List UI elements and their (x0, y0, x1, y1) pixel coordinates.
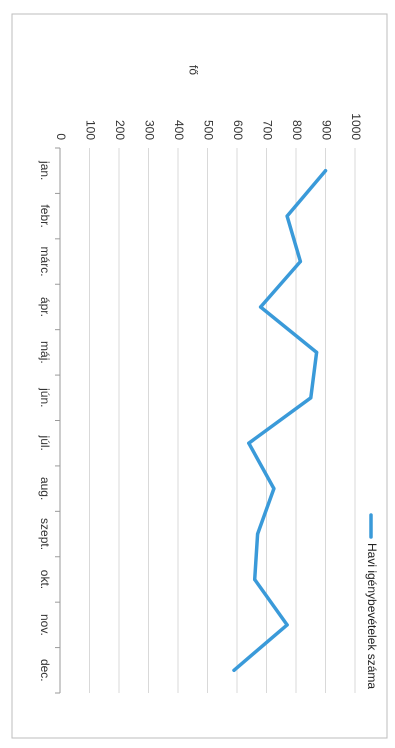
chart-frame (11, 13, 388, 739)
category-tick-label: nov. (38, 614, 52, 636)
value-tick-label: 600 (231, 120, 245, 140)
value-tick-label: 0 (54, 133, 68, 140)
value-tick-label: 100 (83, 120, 97, 140)
data-point (309, 396, 313, 400)
y-axis-title: fő (187, 65, 201, 75)
category-tick-label: okt. (38, 570, 52, 589)
value-tick-label: 300 (142, 120, 156, 140)
data-point (272, 487, 276, 491)
tick-labels: 0 100 200 300 400 500 600 700 800 900 1000 jan. febr… (38, 113, 363, 681)
data-point (285, 214, 289, 218)
value-tick-label: 500 (201, 120, 215, 140)
category-tick-label: máj. (38, 341, 52, 364)
data-point (232, 668, 236, 672)
grid-lines (89, 148, 356, 693)
data-point (259, 305, 263, 309)
series-lines (232, 168, 328, 673)
category-tick-label: szept. (38, 518, 52, 550)
category-tick-label: aug. (38, 477, 52, 500)
category-tick-label: júl. (38, 435, 52, 451)
category-tick-label: ápr. (38, 297, 52, 317)
value-tick-label: 800 (290, 120, 304, 140)
value-tick-label: 900 (319, 120, 333, 140)
data-point (315, 350, 319, 354)
value-tick-label: 700 (260, 120, 274, 140)
data-point (253, 577, 257, 582)
category-tick-label: dec. (38, 659, 52, 682)
data-point (256, 532, 260, 536)
category-tick-label: febr. (38, 204, 52, 227)
axes (55, 147, 61, 694)
series-line-0 (232, 168, 328, 673)
data-point (285, 623, 289, 627)
category-tick-label: jún. (38, 387, 52, 407)
category-tick-label: márc. (38, 247, 52, 277)
data-point (323, 169, 328, 173)
value-tick-label: 1000 (349, 113, 363, 140)
legend-label: Havi igénybevételek száma (365, 543, 379, 689)
data-point (298, 259, 303, 264)
value-tick-label: 200 (113, 120, 127, 140)
value-tick-label: 400 (172, 120, 186, 140)
category-tick-label: jan. (38, 160, 52, 180)
data-point (247, 441, 251, 445)
legend: Havi igénybevételek száma (365, 513, 379, 689)
